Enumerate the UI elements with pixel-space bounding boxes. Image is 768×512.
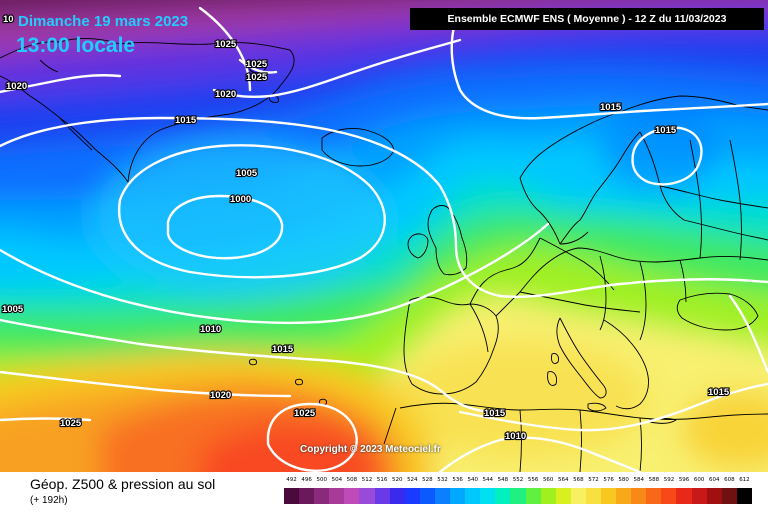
- scale-label: 576: [603, 477, 614, 483]
- scale-label: 512: [361, 477, 373, 483]
- scale-label: 592: [663, 477, 675, 483]
- scale-label: 560: [542, 477, 554, 483]
- scale-swatch: [646, 488, 662, 504]
- scale-swatch: [419, 488, 435, 504]
- scale-swatch: [329, 488, 345, 504]
- scale-label: 500: [316, 477, 327, 483]
- isobar-label: 1015: [655, 125, 677, 136]
- isobars: [0, 6, 768, 472]
- scale-label: 568: [573, 477, 584, 483]
- scale-label: 588: [648, 477, 660, 483]
- isobar-label: 1000: [230, 194, 251, 205]
- scale-swatch: [661, 488, 677, 504]
- scale-swatch: [344, 488, 360, 504]
- scale-swatch: [359, 488, 375, 504]
- scale-swatch: [374, 488, 390, 504]
- scale-swatch: [404, 488, 420, 504]
- scale-swatch: [676, 488, 692, 504]
- scale-label: 572: [588, 477, 599, 483]
- scale-swatch: [540, 488, 556, 504]
- scale-swatch: [600, 488, 617, 504]
- isobar-labels: 1025 1025 1025 1020 1020 1015 1015 1015 …: [1, 13, 731, 443]
- legend-footer: Géop. Z500 & pression au sol (+ 192h) 49…: [0, 472, 768, 512]
- geopotential-field: [0, 0, 768, 472]
- isobar-label: 1005: [2, 304, 24, 315]
- scale-swatch: [691, 488, 707, 504]
- scale-swatch: [480, 488, 496, 504]
- scale-labels: 492 496 500 504 508 512 516 520 524 528 532 536 540 5…: [284, 477, 752, 487]
- isobar-label: 1025: [215, 39, 237, 50]
- forecast-range: (+ 192h): [30, 495, 68, 506]
- scale-swatch: [314, 488, 330, 504]
- scale-label: 596: [678, 477, 690, 483]
- scale-swatch: [284, 488, 300, 504]
- isobar-label: 1010: [505, 431, 526, 442]
- scale-label: 520: [391, 477, 403, 483]
- scale-label: 508: [346, 477, 358, 483]
- scale-swatch: [434, 488, 451, 504]
- isobar-label: 1005: [236, 168, 258, 179]
- scale-label: 532: [437, 477, 448, 483]
- weather-map: 1025 1025 1025 1020 1020 1015 1015 1015 …: [0, 0, 768, 472]
- scale-swatch: [389, 488, 405, 504]
- isobar-label: 1015: [272, 344, 294, 355]
- scale-swatch: [450, 488, 466, 504]
- scale-swatch: [585, 488, 601, 504]
- scale-label: 544: [482, 477, 494, 483]
- isobar-label: 1025: [294, 408, 316, 419]
- isobar-label: 1010: [200, 324, 221, 335]
- scale-label: 556: [527, 477, 539, 483]
- forecast-date: Dimanche 19 mars 2023: [18, 13, 189, 30]
- scale-label: 528: [422, 477, 433, 483]
- scale-label: 612: [739, 477, 750, 483]
- model-info-banner: Ensemble ECMWF ENS ( Moyenne ) - 12 Z du…: [410, 8, 764, 30]
- scale-swatch: [465, 488, 481, 504]
- isobar-label: 1015: [484, 408, 506, 419]
- scale-swatch: [299, 488, 315, 504]
- scale-label: 540: [467, 477, 478, 483]
- scale-label: 516: [376, 477, 388, 483]
- scale-label: 580: [618, 477, 629, 483]
- isobar-label: 1015: [175, 115, 197, 126]
- forecast-time: 13:00 locale: [16, 34, 136, 57]
- scale-label: 600: [693, 477, 705, 483]
- scale-label: 524: [407, 477, 418, 483]
- isobar-label: 1020: [210, 390, 231, 401]
- scale-swatch: [631, 488, 647, 504]
- field-description: Géop. Z500 & pression au sol: [30, 476, 216, 492]
- isobar-label: 1025: [246, 72, 268, 83]
- scale-swatch: [721, 488, 737, 504]
- scale-label: 504: [331, 477, 343, 483]
- scale-swatch: [736, 488, 752, 504]
- scale-label: 536: [452, 477, 463, 483]
- scale-label: 496: [301, 477, 312, 483]
- color-scale-bar: [284, 488, 752, 504]
- isobar-label: 10: [3, 14, 14, 25]
- scale-swatch: [706, 488, 722, 504]
- scale-label: 564: [558, 477, 569, 483]
- scale-label: 548: [497, 477, 509, 483]
- isobar-label: 1020: [215, 89, 236, 100]
- isobar-label: 1025: [246, 59, 268, 70]
- scale-swatch: [495, 488, 511, 504]
- copyright-text: Copyright © 2023 Meteociel.fr: [300, 444, 441, 455]
- scale-swatch: [510, 488, 526, 504]
- scale-swatch: [570, 488, 586, 504]
- scale-label: 584: [633, 477, 645, 483]
- scale-label: 492: [286, 477, 297, 483]
- scale-label: 608: [724, 477, 735, 483]
- scale-swatch: [555, 488, 571, 504]
- isobar-label: 1025: [60, 418, 82, 429]
- isobar-label: 1015: [600, 102, 622, 113]
- scale-swatch: [525, 488, 541, 504]
- isobar-label: 1015: [708, 387, 730, 398]
- isobar-label: 1020: [6, 81, 27, 92]
- scale-label: 604: [709, 477, 720, 483]
- scale-label: 552: [512, 477, 524, 483]
- scale-swatch: [616, 488, 632, 504]
